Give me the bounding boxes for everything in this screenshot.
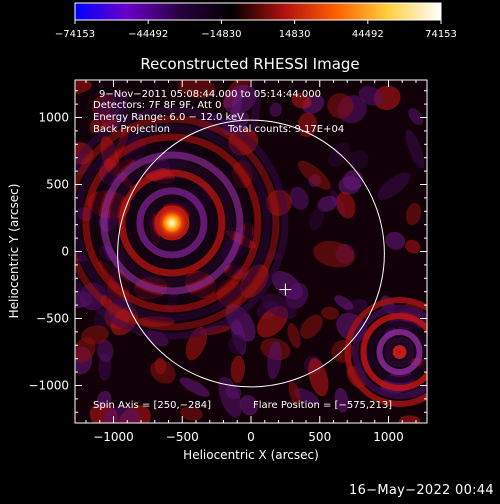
background-blotch: [269, 102, 283, 117]
secondary-ring: [368, 320, 427, 383]
colorbar-tick-label: 74153: [425, 29, 457, 40]
flare-source: [155, 206, 188, 239]
source-ring: [136, 187, 208, 259]
annotation-flare-position: Flare Position = [−575,213]: [253, 400, 392, 411]
background-blotch: [289, 186, 309, 210]
x-tick-label: −500: [166, 430, 199, 444]
source-ring: [75, 106, 289, 340]
colorbar-tick-label: −74153: [55, 29, 95, 40]
colorbar: [74, 2, 442, 21]
background-blotch: [317, 195, 338, 212]
annotation-total-counts: Total counts: 9.17E+04: [227, 124, 344, 135]
annotation-energy: Energy Range: 6.0 − 12.0 keV: [93, 112, 244, 123]
background-blotch: [291, 93, 312, 109]
background-blotch: [408, 108, 424, 126]
source-ring: [127, 178, 217, 268]
secondary-ring: [392, 344, 407, 359]
y-tick-label: 1000: [38, 111, 69, 125]
background-blotch: [349, 150, 369, 169]
background-blotch: [239, 394, 259, 416]
background-blotch: [104, 405, 141, 423]
background-blotch: [230, 355, 246, 384]
background-blotch: [150, 360, 176, 384]
background-blotch: [180, 406, 203, 421]
background-blotch: [358, 86, 383, 106]
source-ring: [145, 196, 199, 250]
background-blotch: [96, 390, 112, 409]
background-blotch: [334, 295, 354, 310]
x-axis-label: Heliocentric X (arcsec): [183, 448, 319, 462]
background-blotch: [97, 339, 114, 362]
background-blotch: [373, 85, 401, 111]
background-blotch: [218, 376, 242, 418]
annotation-spin-axis: Spin Axis = [250,−284]: [93, 400, 211, 411]
colorbar-tick-label: 44492: [352, 29, 384, 40]
x-tick-label: 500: [308, 430, 331, 444]
x-tick-label: 1000: [373, 430, 404, 444]
y-tick-label: 0: [61, 245, 69, 259]
background-blotch: [309, 207, 325, 231]
source-ring: [75, 115, 280, 331]
background-blotch: [75, 337, 96, 363]
background-blotch: [336, 191, 356, 219]
y-tick-label: −500: [36, 311, 69, 325]
annotation-time-range: 9−Nov−2011 05:08:44.000 to 05:14:44.000: [99, 89, 321, 100]
background-blotch: [377, 172, 411, 200]
background-blotch: [405, 239, 421, 254]
source-ring: [109, 160, 235, 286]
colorbar-tick-label: 14830: [279, 29, 311, 40]
background-blotch: [267, 340, 282, 380]
y-tick-label: 500: [46, 178, 69, 192]
y-axis-label: Heliocentric Y (arcsec): [7, 184, 21, 319]
background-blotch: [287, 323, 301, 349]
source-ring: [100, 151, 244, 295]
colorbar-tick-label: −14830: [201, 29, 241, 40]
secondary-ring: [384, 336, 415, 367]
colorbar-ticks: −74153 −44492 −14830 14830 44492 74153: [55, 20, 457, 40]
background-blotch: [405, 129, 425, 169]
background-blotch: [313, 240, 356, 268]
background-blotch: [321, 306, 340, 320]
background-blotch: [250, 91, 261, 134]
timestamp: 16−May−2022 00:44: [349, 483, 494, 498]
secondary-ring: [360, 312, 427, 391]
secondary-ring: [376, 328, 423, 375]
background-blotch: [398, 415, 421, 423]
annotation-method: Back Projection: [93, 124, 170, 135]
secondary-ring: [352, 305, 427, 399]
background-blotch: [288, 381, 301, 406]
background-blotch: [228, 334, 245, 354]
annotation-detectors: Detectors: 7F 8F 9F, Att 0: [93, 100, 221, 111]
background-blotch: [300, 314, 323, 339]
image-layer: [75, 80, 427, 423]
background-blotch: [93, 91, 129, 123]
background-blotch: [327, 93, 354, 119]
background-blotch: [308, 357, 329, 397]
background-blotch: [293, 388, 320, 406]
source-ring: [118, 169, 226, 277]
chart-title: Reconstructed RHESSI Image: [140, 55, 359, 73]
background-blotch: [230, 88, 243, 121]
background-blotch: [178, 80, 216, 99]
background-blotch: [179, 377, 210, 397]
background-blotch: [297, 160, 331, 190]
source-ring: [82, 133, 262, 313]
background-blotch: [385, 231, 406, 250]
source-ring: [75, 124, 271, 322]
y-tick-label: −1000: [28, 378, 69, 392]
axes: −1000 −500 0 500 1000 −1000 −500 0 500 1000: [28, 80, 427, 444]
background-blotch: [334, 387, 349, 413]
colorbar-tick-label: −44492: [128, 29, 168, 40]
x-tick-label: 0: [247, 430, 255, 444]
background-blotch: [75, 80, 93, 95]
secondary-ring: [344, 297, 427, 407]
x-tick-label: −1000: [93, 430, 134, 444]
background-blotch: [405, 202, 422, 226]
background-blotch: [338, 176, 361, 195]
background-blotch: [261, 293, 298, 320]
solar-disk-limb: [117, 119, 385, 388]
background-blotch: [225, 303, 256, 342]
